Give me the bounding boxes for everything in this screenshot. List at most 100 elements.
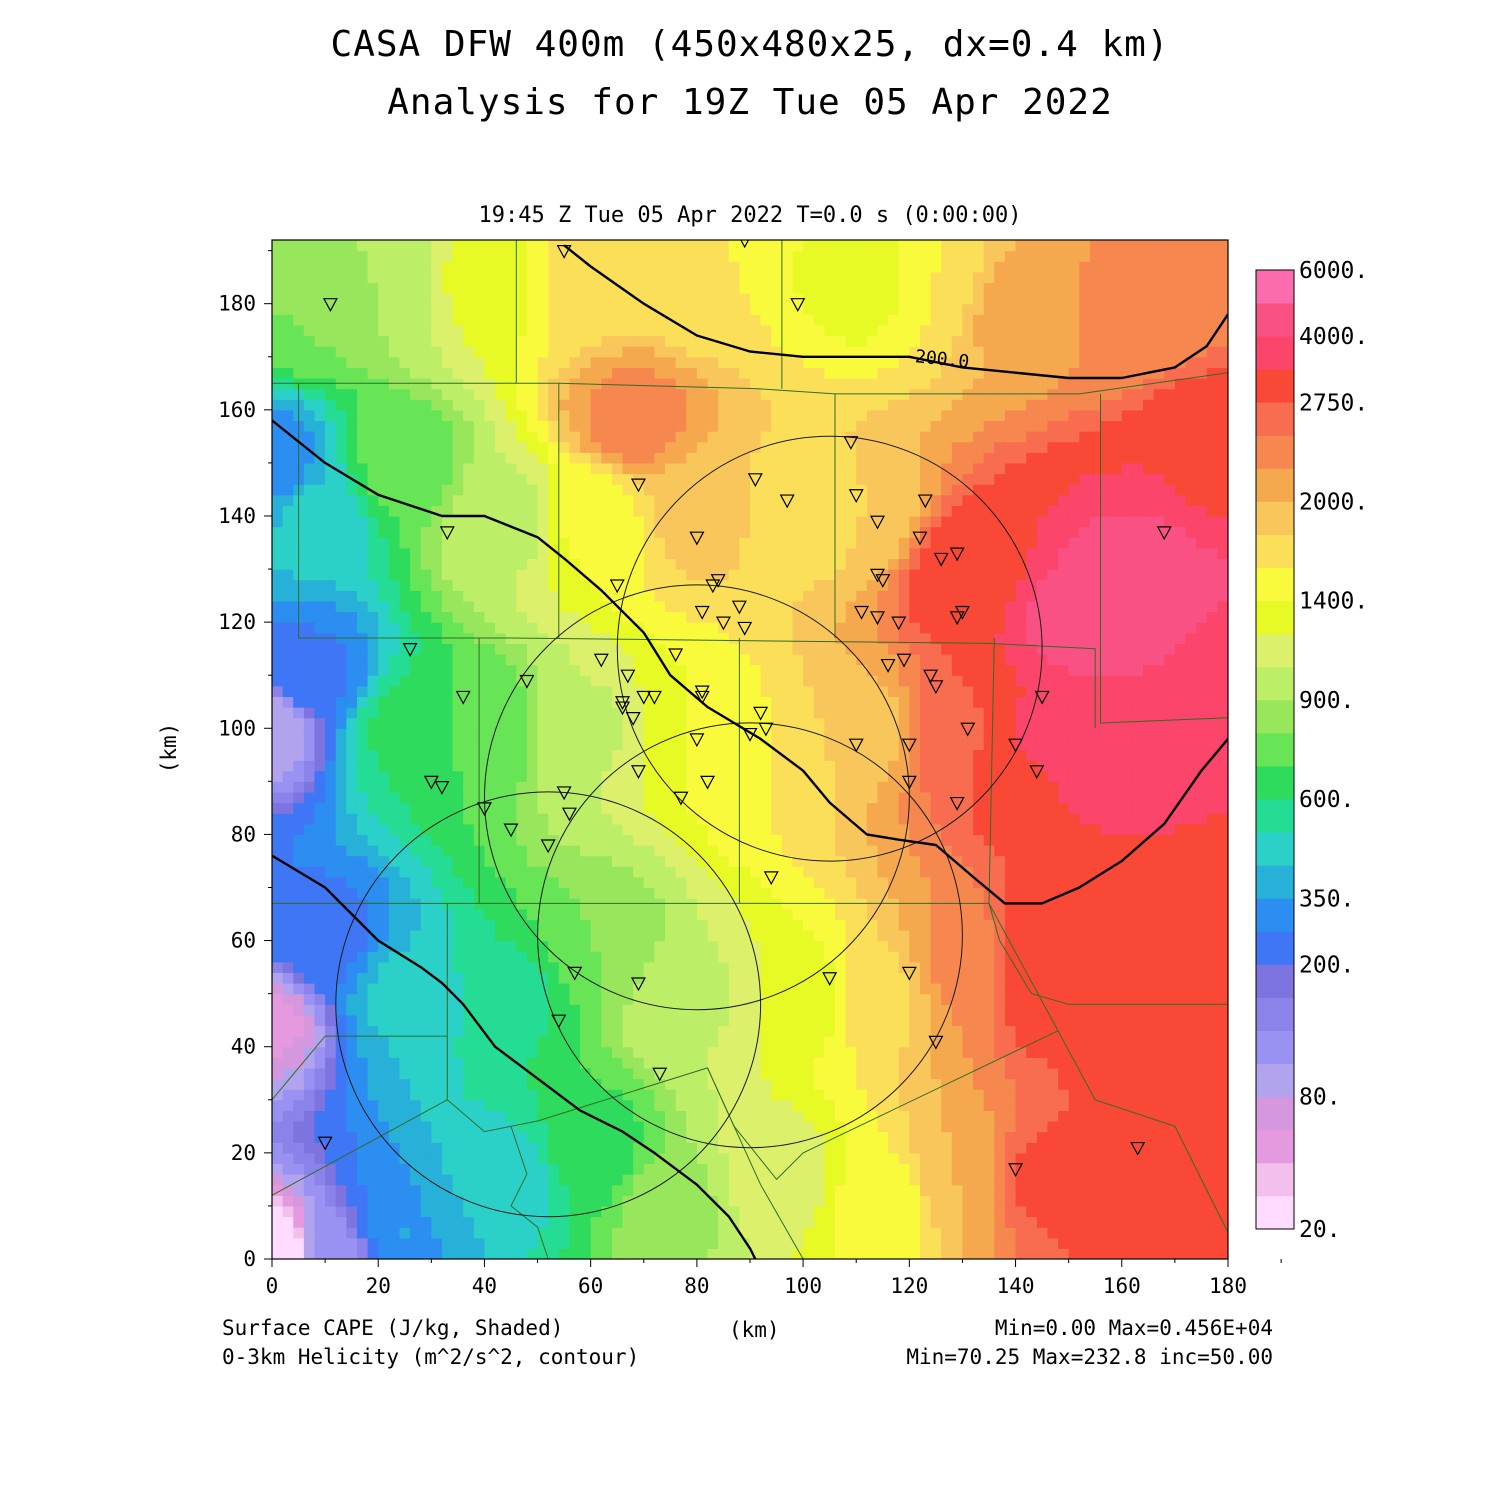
cape-cell — [314, 664, 326, 676]
cape-cell — [962, 1046, 974, 1058]
cape-cell — [813, 919, 825, 931]
cape-cell — [1132, 802, 1144, 814]
cape-cell — [707, 876, 719, 889]
cape-cell — [431, 802, 443, 814]
cape-cell — [1174, 1046, 1187, 1058]
cape-cell — [665, 961, 677, 973]
cape-cell — [771, 1025, 783, 1037]
cape-cell — [930, 823, 942, 836]
cape-cell — [463, 1121, 475, 1133]
cape-cell — [834, 781, 847, 793]
cape-cell — [803, 1248, 815, 1259]
cape-cell — [994, 1163, 1006, 1175]
cape-cell — [919, 707, 932, 719]
cape-cell — [750, 749, 762, 761]
cape-cell — [601, 951, 613, 963]
cape-cell — [463, 887, 475, 899]
cape-cell — [824, 1248, 836, 1259]
cape-cell — [1089, 781, 1102, 793]
cape-cell — [824, 1057, 836, 1069]
cape-cell — [611, 993, 624, 1005]
cape-cell — [824, 738, 836, 751]
cape-cell — [1026, 781, 1038, 793]
cape-cell — [866, 1227, 879, 1239]
cape-cell — [1174, 1057, 1187, 1069]
cape-cell — [1047, 940, 1059, 952]
cape-cell — [537, 707, 549, 719]
cape-cell — [1058, 1014, 1070, 1027]
cape-cell — [548, 951, 560, 963]
cape-cell — [335, 866, 347, 878]
cape-cell — [643, 1248, 655, 1259]
cape-cell — [760, 1142, 772, 1154]
cape-cell — [845, 1025, 857, 1037]
cape-cell — [558, 1184, 571, 1196]
cape-cell — [824, 1121, 836, 1133]
cape-cell — [951, 1152, 964, 1165]
cape-cell — [909, 993, 921, 1005]
cape-cell — [1100, 1057, 1112, 1069]
cape-cell — [431, 1195, 443, 1207]
cape-cell — [399, 1142, 411, 1154]
cape-cell — [930, 855, 942, 867]
cape-cell — [1185, 876, 1197, 889]
cape-cell — [771, 728, 783, 740]
cape-cell — [569, 834, 581, 846]
cape-cell — [1058, 834, 1070, 846]
cape-cell — [1132, 1089, 1144, 1101]
cape-cell — [973, 1174, 985, 1186]
cape-cell — [378, 1152, 390, 1165]
cape-cell — [1164, 696, 1176, 708]
cape-cell — [1164, 1152, 1176, 1165]
cape-cell — [845, 1195, 857, 1207]
cape-cell — [813, 1014, 825, 1027]
cape-cell — [877, 834, 889, 846]
cape-cell — [378, 802, 390, 814]
cape-cell — [1079, 845, 1091, 857]
cape-cell — [1121, 1046, 1133, 1058]
cape-cell — [1100, 1142, 1112, 1154]
cape-cell — [580, 664, 592, 676]
cape-cell — [495, 940, 507, 952]
cape-cell — [516, 696, 528, 708]
cape-cell — [1132, 1046, 1144, 1058]
cape-cell — [845, 908, 857, 920]
cape-cell — [282, 675, 294, 687]
cape-cell — [388, 1036, 401, 1048]
cape-cell — [665, 834, 677, 846]
cape-cell — [718, 887, 730, 899]
cape-cell — [1121, 929, 1133, 942]
cape-cell — [1206, 951, 1218, 963]
cape-cell — [484, 791, 496, 804]
cape-cell — [654, 1142, 666, 1154]
cape-cell — [962, 685, 974, 698]
cape-cell — [803, 675, 815, 687]
cape-cell — [335, 1216, 347, 1228]
cape-cell — [441, 887, 454, 899]
cape-cell — [919, 696, 932, 708]
cape-cell — [1100, 1248, 1112, 1259]
cape-cell — [888, 675, 900, 687]
cape-cell — [1068, 866, 1080, 878]
cape-cell — [834, 1067, 847, 1080]
cape-cell — [781, 983, 794, 995]
cape-cell — [1079, 908, 1091, 920]
cape-cell — [760, 1216, 772, 1228]
cape-cell — [431, 1121, 443, 1133]
cape-cell — [611, 1025, 624, 1037]
cape-cell — [877, 1142, 889, 1154]
cape-cell — [1185, 675, 1197, 687]
cape-cell — [303, 834, 316, 846]
cape-cell — [346, 813, 358, 825]
cape-cell — [410, 929, 422, 942]
cape-cell — [1164, 1248, 1176, 1259]
cape-cell — [665, 1057, 677, 1069]
cape-cell — [558, 929, 571, 942]
cape-cell — [601, 802, 613, 814]
cape-cell — [378, 1121, 390, 1133]
cape-cell — [665, 749, 677, 761]
cape-cell — [1164, 961, 1176, 973]
cape-cell — [845, 1184, 857, 1196]
cape-cell — [1153, 1004, 1165, 1016]
cape-cell — [580, 813, 592, 825]
